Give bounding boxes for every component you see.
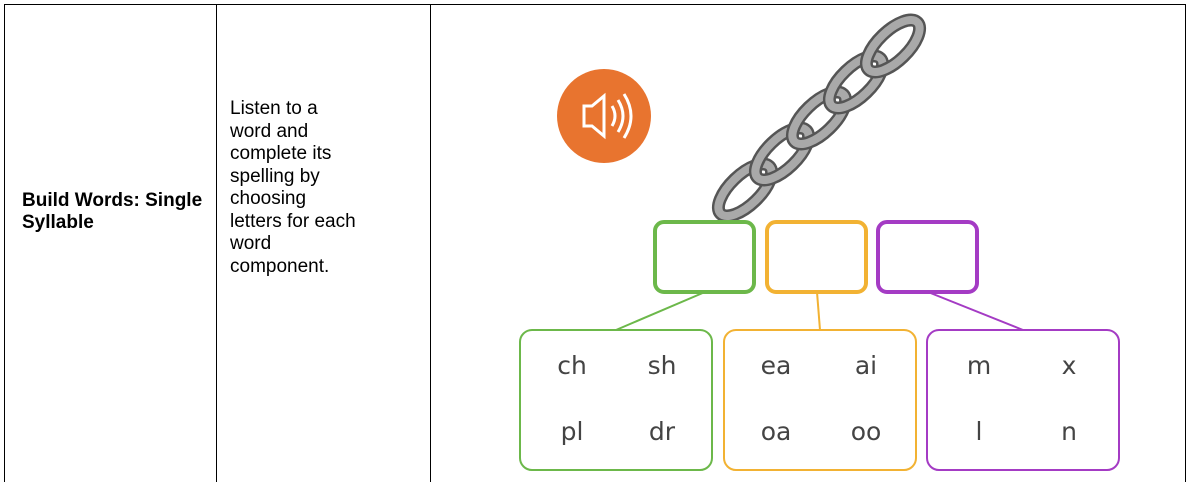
letter-option[interactable]: oo	[851, 417, 882, 446]
letter-option[interactable]: n	[1061, 417, 1077, 446]
letter-option[interactable]: x	[1062, 351, 1077, 380]
chain-icon	[711, 13, 927, 223]
letter-option[interactable]: oa	[761, 417, 792, 446]
table-border	[216, 4, 217, 482]
chain-link	[714, 160, 776, 220]
answer-slot	[765, 220, 868, 294]
answer-slot	[876, 220, 979, 294]
description-line: spelling by	[230, 165, 320, 187]
speaker-icon	[582, 92, 633, 140]
connector	[615, 291, 706, 331]
activity-description: Listen to a word and complete its spelling …	[230, 98, 356, 278]
option-box	[519, 329, 713, 471]
connector	[927, 291, 1024, 331]
description-line: word	[230, 233, 272, 254]
option-box	[723, 329, 917, 471]
description-line: complete its	[230, 143, 332, 164]
letter-option[interactable]: m	[967, 351, 991, 380]
answer-slot	[653, 220, 756, 294]
chain-link	[862, 16, 924, 76]
description-line: component.	[230, 255, 330, 277]
table-border	[4, 4, 5, 482]
table-border	[4, 4, 1186, 5]
table-border	[430, 4, 431, 482]
option-box	[926, 329, 1120, 471]
connector	[816, 291, 821, 331]
table-border	[1185, 4, 1186, 482]
chain-link	[751, 124, 813, 184]
chain-link	[788, 88, 850, 148]
description-line: word and	[230, 120, 309, 142]
letter-option[interactable]: dr	[649, 417, 676, 446]
chain-link	[825, 52, 887, 112]
letter-option[interactable]: ai	[855, 351, 877, 380]
description-line: letters for each	[230, 210, 356, 232]
description-line: choosing	[230, 188, 307, 209]
letter-option[interactable]: sh	[648, 351, 677, 380]
activity-name: Build Words: Single Syllable	[22, 190, 203, 233]
description-line: Listen to a	[230, 98, 318, 119]
letter-option[interactable]: ea	[761, 351, 792, 380]
letter-option[interactable]: pl	[561, 417, 584, 446]
letter-option[interactable]: l	[976, 417, 983, 446]
letter-option[interactable]: ch	[557, 351, 587, 380]
